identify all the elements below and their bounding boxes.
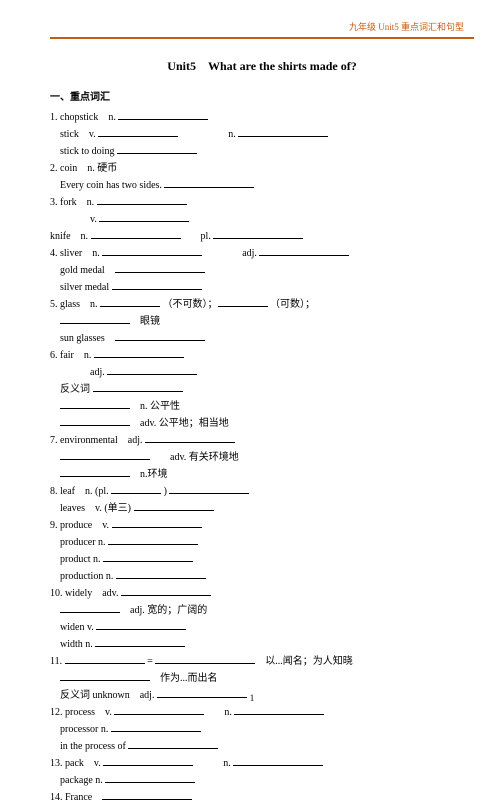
worksheet-line: 眼镜 bbox=[50, 313, 474, 330]
worksheet-line: processor n. bbox=[50, 721, 474, 738]
worksheet-line: width n. bbox=[50, 636, 474, 653]
worksheet-line: 8. leaf n. (pl. ) bbox=[50, 483, 474, 500]
worksheet-line: n.环境 bbox=[50, 466, 474, 483]
worksheet-line: in the process of bbox=[50, 738, 474, 755]
header-right-text: 九年级 Unit5 重点词汇和句型 bbox=[50, 20, 474, 33]
worksheet-line: silver medal bbox=[50, 279, 474, 296]
worksheet-line: 11. = 以...闻名；为人知晓 bbox=[50, 653, 474, 670]
worksheet-line: production n. bbox=[50, 568, 474, 585]
worksheet-line: widen v. bbox=[50, 619, 474, 636]
page-title: Unit5 What are the shirts made of? bbox=[50, 57, 474, 74]
worksheet-line: adv. 公平地；相当地 bbox=[50, 415, 474, 432]
worksheet-line: package n. bbox=[50, 772, 474, 789]
worksheet-line: 2. coin n. 硬币 bbox=[50, 160, 474, 177]
worksheet-line: 10. widely adv. bbox=[50, 585, 474, 602]
worksheet-line: 5. glass n. （不可数）； （可数）； bbox=[50, 296, 474, 313]
worksheet-line: adj. 宽的；广阔的 bbox=[50, 602, 474, 619]
worksheet-line: knife n. pl. bbox=[50, 228, 474, 245]
worksheet-line: 4. sliver n. adj. bbox=[50, 245, 474, 262]
worksheet-line: stick to doing bbox=[50, 143, 474, 160]
worksheet-line: stick v. n. bbox=[50, 126, 474, 143]
worksheet-line: product n. bbox=[50, 551, 474, 568]
worksheet-line: adj. bbox=[50, 364, 474, 381]
worksheet-line: 14. France bbox=[50, 789, 474, 806]
worksheet-line: producer n. bbox=[50, 534, 474, 551]
page-number: 1 bbox=[0, 693, 504, 703]
worksheet-line: adv. 有关环境地 bbox=[50, 449, 474, 466]
worksheet-line: leaves v. (单三) bbox=[50, 500, 474, 517]
worksheet-line: 1. chopstick n. bbox=[50, 109, 474, 126]
worksheet-line: gold medal bbox=[50, 262, 474, 279]
worksheet-line: 反义词 bbox=[50, 381, 474, 398]
worksheet-line: n. 公平性 bbox=[50, 398, 474, 415]
worksheet-line: Every coin has two sides. bbox=[50, 177, 474, 194]
worksheet-line: 3. fork n. bbox=[50, 194, 474, 211]
worksheet-line: 作为...而出名 bbox=[50, 670, 474, 687]
worksheet-line: 13. pack v. n. bbox=[50, 755, 474, 772]
header-rule bbox=[50, 37, 474, 39]
worksheet-line: v. bbox=[50, 211, 474, 228]
worksheet-line: 9. produce v. bbox=[50, 517, 474, 534]
worksheet-line: 6. fair n. bbox=[50, 347, 474, 364]
worksheet-line: sun glasses bbox=[50, 330, 474, 347]
worksheet-line: 7. environmental adj. bbox=[50, 432, 474, 449]
section-heading: 一、重点词汇 bbox=[50, 88, 474, 103]
